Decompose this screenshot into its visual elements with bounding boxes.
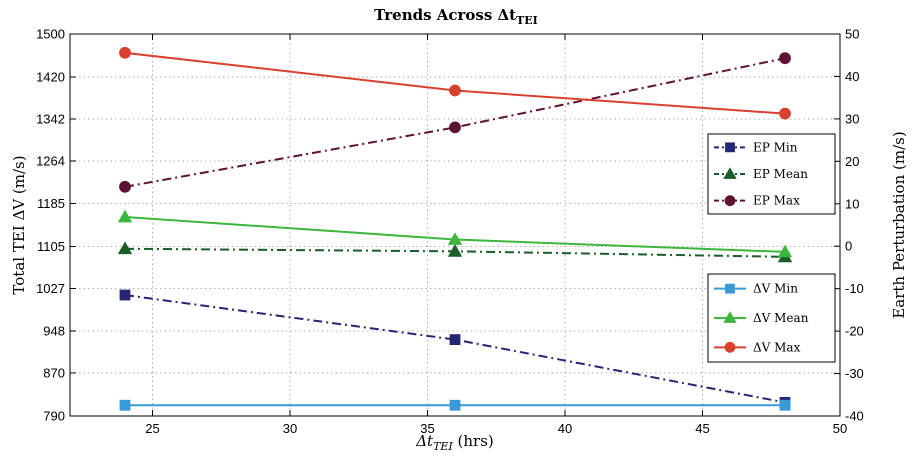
series-deltav-min xyxy=(119,399,791,411)
data-point-deltav-min xyxy=(779,399,791,411)
y-left-tick-label: 1342 xyxy=(36,112,65,127)
data-point-ep-max xyxy=(449,121,461,134)
y-left-tick-label: 870 xyxy=(43,365,65,380)
y-right-tick-label: 30 xyxy=(845,111,859,126)
data-point-deltav-min xyxy=(119,399,131,411)
data-point-ep-mean xyxy=(447,244,463,257)
y-left-tick-label: 1105 xyxy=(37,239,65,254)
x-tick-label: 50 xyxy=(833,421,847,436)
ticks-layer: 25 30 35 40 45 50 790 870 948 1027 1105 1185 1264 134… xyxy=(36,27,864,437)
legend-right-upper: EP Min EP Mean EP Max xyxy=(707,133,836,215)
y-right-tick-label: 40 xyxy=(845,69,859,84)
y-left-tick-label: 948 xyxy=(43,323,65,338)
series-line-ep-min xyxy=(124,294,786,404)
legend-label: ΔV Mean xyxy=(753,311,809,325)
data-point-ep-min xyxy=(119,289,131,301)
y-axis-right-label: Earth Perturbation (m/s) xyxy=(890,131,908,318)
series-layer xyxy=(117,46,793,411)
legend-label: EP Mean xyxy=(753,167,808,181)
legend-marker xyxy=(725,142,735,153)
series-ep-min xyxy=(119,289,791,408)
legend-marker xyxy=(723,167,737,179)
y-right-tick-label: -40 xyxy=(845,409,864,424)
y-left-tick-label: 1185 xyxy=(37,196,65,211)
y-left-tick-label: 1420 xyxy=(36,70,65,85)
y-left-tick-label: 790 xyxy=(43,409,65,424)
series-line-deltav-max xyxy=(124,51,786,115)
x-tick-label: 35 xyxy=(420,421,434,436)
data-point-deltav-mean xyxy=(447,232,463,245)
series-ep-mean xyxy=(117,241,793,263)
y-left-tick-label: 1027 xyxy=(36,281,65,296)
data-point-ep-mean xyxy=(117,241,133,255)
legend-marker xyxy=(724,341,736,353)
y-right-tick-label: -10 xyxy=(845,281,864,296)
y-right-tick-label: 20 xyxy=(845,154,859,169)
x-axis-label-subscript: TEI xyxy=(433,440,453,453)
legend-right-lower: ΔV Min ΔV Mean ΔV Max xyxy=(707,273,836,363)
plot-frame xyxy=(69,33,841,417)
y-right-tick-label: 0 xyxy=(845,239,852,254)
y-axis-left-label: Total TEI ΔV (m/s) xyxy=(10,155,28,294)
y-left-tick-label: 1264 xyxy=(36,153,65,168)
series-deltav-mean xyxy=(117,209,793,258)
x-tick-label: 25 xyxy=(145,421,159,436)
y-left-tick-label: 1500 xyxy=(36,27,65,42)
legend-label: ΔV Max xyxy=(753,340,801,354)
data-point-deltav-max xyxy=(449,84,461,97)
x-tick-label: 40 xyxy=(558,421,572,436)
x-tick-label: 30 xyxy=(283,421,297,436)
legend-label: EP Min xyxy=(753,140,798,154)
y-right-tick-label: -20 xyxy=(845,324,864,339)
x-axis-label: ΔtTEI (hrs) xyxy=(415,432,494,453)
series-ep-max xyxy=(119,52,791,193)
y-right-tick-label: 10 xyxy=(845,196,859,211)
data-point-ep-max xyxy=(119,180,131,193)
data-point-ep-min xyxy=(449,334,461,346)
legend-label: ΔV Min xyxy=(753,282,798,296)
legends-layer: EP Min EP Mean EP Max ΔV Min ΔV Mean ΔV Max xyxy=(707,133,836,363)
y-right-tick-label: -30 xyxy=(845,366,864,381)
data-point-deltav-mean xyxy=(117,209,133,223)
chart-title-subscript: TEI xyxy=(516,14,538,27)
data-point-deltav-mean xyxy=(777,244,793,258)
legend-marker xyxy=(723,311,737,323)
legend-marker xyxy=(724,195,736,207)
data-point-ep-max xyxy=(779,52,791,65)
legend-label: EP Max xyxy=(753,194,800,208)
data-point-deltav-max xyxy=(119,46,131,59)
legend-marker xyxy=(725,283,735,294)
data-point-deltav-max xyxy=(779,107,791,120)
x-tick-label: 45 xyxy=(695,421,709,436)
series-deltav-max xyxy=(119,46,791,120)
data-point-deltav-min xyxy=(449,399,461,411)
chart-title: Trends Across ΔtTEI xyxy=(374,6,538,27)
y-right-tick-label: 50 xyxy=(845,27,859,42)
